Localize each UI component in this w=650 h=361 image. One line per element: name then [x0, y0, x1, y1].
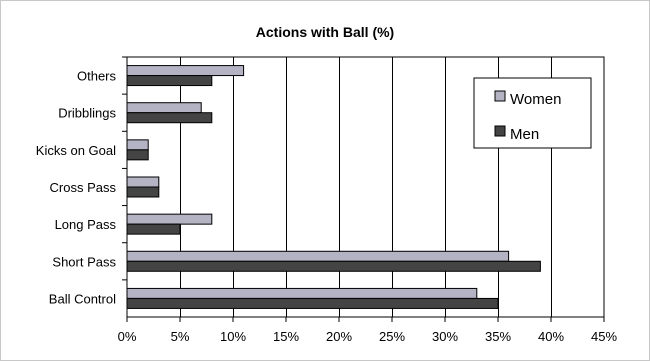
- x-tick-label: 30%: [432, 329, 458, 344]
- category-label: Others: [77, 69, 117, 84]
- bar-women: [126, 176, 160, 188]
- bar-women: [126, 102, 202, 114]
- x-tick-label: 10%: [220, 329, 246, 344]
- category-label: Long Pass: [55, 217, 117, 232]
- bar-men: [126, 186, 160, 198]
- category-label: Short Pass: [52, 254, 116, 269]
- legend-box: [473, 77, 592, 149]
- legend-label-women: Women: [510, 91, 561, 108]
- category-labels: Others Dribblings Kicks on Goal Cross Pass L…: [36, 56, 127, 306]
- bar-women: [126, 250, 510, 262]
- bar-men: [126, 75, 213, 87]
- category-label: Kicks on Goal: [36, 143, 116, 158]
- x-tick-label: 15%: [273, 329, 299, 344]
- legend-swatch-men: [494, 125, 506, 137]
- category-label: Cross Pass: [50, 180, 117, 195]
- bar-women: [126, 213, 213, 225]
- bar-women: [126, 287, 478, 299]
- bar-men: [126, 112, 213, 124]
- chart-title: Actions with Ball (%): [256, 24, 394, 40]
- x-tick-label: 45%: [591, 329, 617, 344]
- legend-label-men: Men: [510, 126, 539, 143]
- bar-men: [126, 260, 541, 272]
- grid-lines: [180, 57, 552, 317]
- legend-swatch-women: [494, 90, 506, 102]
- bar-women: [126, 139, 149, 151]
- bar-men: [126, 149, 149, 161]
- legend: Women Men: [473, 77, 592, 149]
- x-tick-label: 20%: [326, 329, 352, 344]
- x-tick-label: 5%: [171, 329, 190, 344]
- category-label: Ball Control: [49, 291, 116, 306]
- x-axis-ticks: 0% 5% 10% 15% 20% 25% 30% 35% 40% 45%: [118, 317, 617, 344]
- x-tick-label: 35%: [485, 329, 511, 344]
- bar-men: [126, 297, 499, 309]
- x-tick-label: 25%: [379, 329, 405, 344]
- x-tick-label: 40%: [538, 329, 564, 344]
- x-tick-label: 0%: [118, 329, 137, 344]
- category-label: Dribblings: [58, 106, 116, 121]
- bars: [126, 65, 541, 309]
- bar-men: [126, 223, 181, 235]
- bar-women: [126, 65, 245, 77]
